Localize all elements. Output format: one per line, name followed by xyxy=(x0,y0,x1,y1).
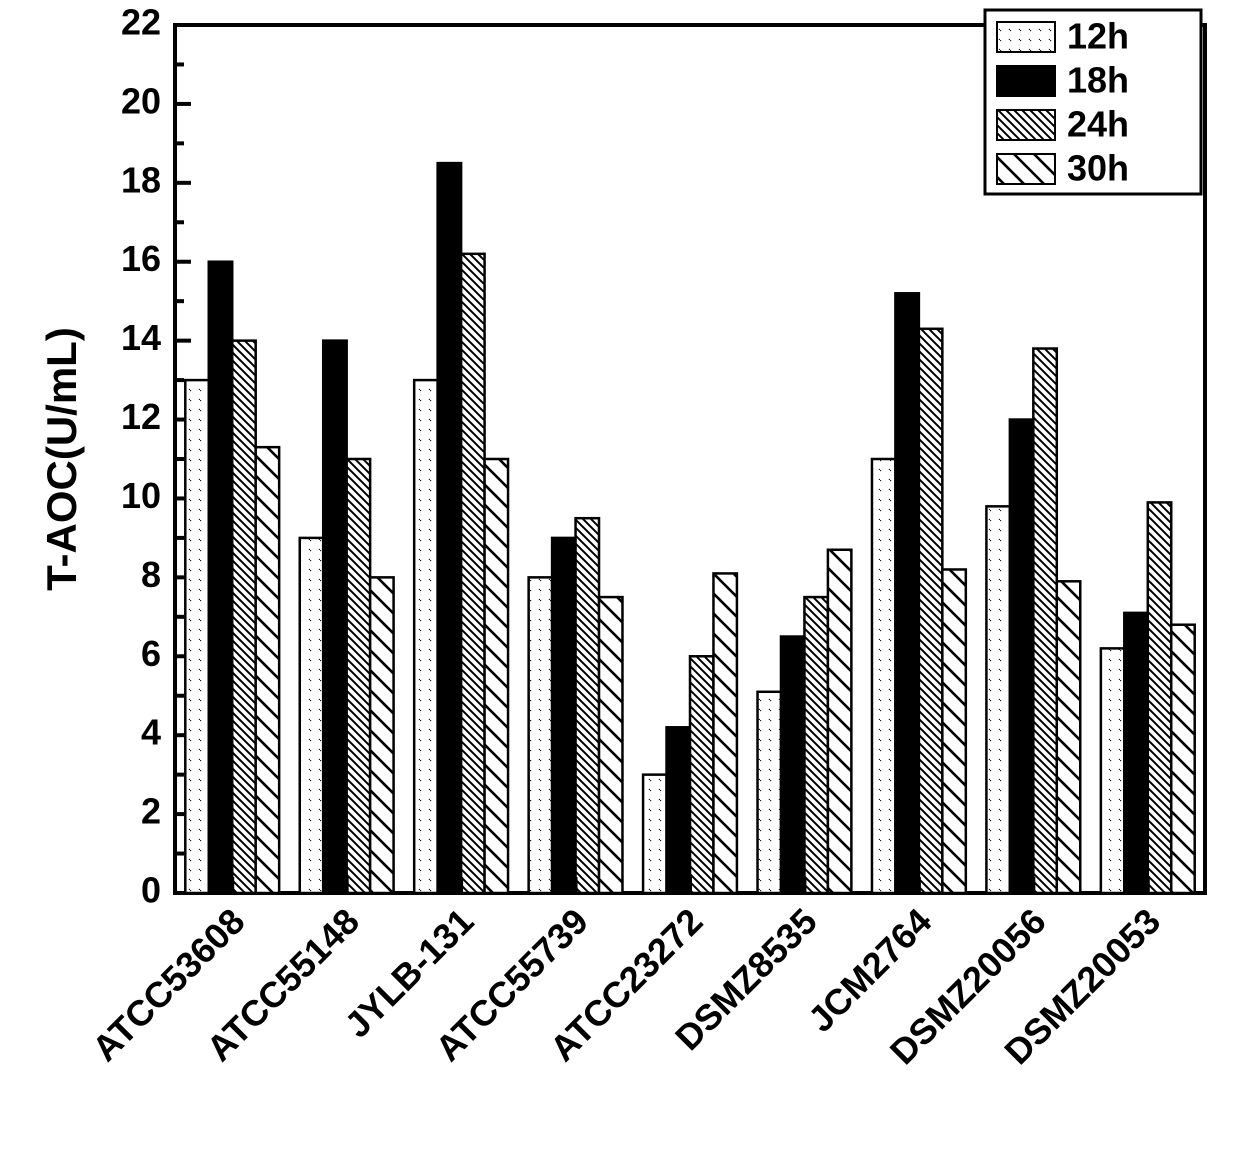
bar xyxy=(690,656,713,893)
legend-label: 24h xyxy=(1067,104,1129,145)
y-tick-label: 2 xyxy=(141,791,161,832)
y-tick-label: 6 xyxy=(141,633,161,674)
bar xyxy=(1101,648,1124,893)
y-tick-label: 14 xyxy=(121,317,161,358)
bar xyxy=(300,538,323,893)
bar xyxy=(438,163,461,893)
bar xyxy=(599,597,622,893)
taoc-bar-chart: 0246810121416182022T-AOC(U/mL)ATCC53608A… xyxy=(0,0,1239,1151)
bar xyxy=(552,538,575,893)
bar xyxy=(461,254,484,893)
y-axis-label: T-AOC(U/mL) xyxy=(38,327,85,591)
bar xyxy=(256,447,279,893)
bar xyxy=(895,293,918,893)
legend-swatch xyxy=(997,22,1055,52)
bar xyxy=(781,637,804,893)
y-tick-label: 10 xyxy=(121,475,161,516)
y-tick-label: 12 xyxy=(121,396,161,437)
bar xyxy=(828,550,851,893)
bar xyxy=(1171,625,1194,893)
chart-container: 0246810121416182022T-AOC(U/mL)ATCC53608A… xyxy=(0,0,1239,1151)
bar xyxy=(414,380,437,893)
legend-label: 12h xyxy=(1067,16,1129,57)
y-tick-label: 22 xyxy=(121,2,161,43)
bar xyxy=(323,341,346,893)
y-tick-label: 4 xyxy=(141,712,161,753)
legend-swatch xyxy=(997,154,1055,184)
bar xyxy=(1057,581,1080,893)
bar xyxy=(919,329,942,893)
bar xyxy=(370,577,393,893)
legend-label: 30h xyxy=(1067,148,1129,189)
bar xyxy=(232,341,255,893)
bar xyxy=(185,380,208,893)
bar xyxy=(1148,502,1171,893)
legend-swatch xyxy=(997,110,1055,140)
bar xyxy=(872,459,895,893)
y-tick-label: 16 xyxy=(121,238,161,279)
legend-swatch xyxy=(997,66,1055,96)
legend-label: 18h xyxy=(1067,60,1129,101)
bar xyxy=(1124,613,1147,893)
bar xyxy=(1010,420,1033,893)
bar xyxy=(643,775,666,893)
bar xyxy=(758,692,781,893)
bar xyxy=(942,569,965,893)
bar xyxy=(529,577,552,893)
y-tick-label: 20 xyxy=(121,80,161,121)
y-tick-label: 0 xyxy=(141,870,161,911)
bar xyxy=(804,597,827,893)
y-tick-label: 18 xyxy=(121,159,161,200)
bar xyxy=(667,727,690,893)
bar xyxy=(576,518,599,893)
bar xyxy=(347,459,370,893)
bar xyxy=(485,459,508,893)
bar xyxy=(209,262,232,893)
y-tick-label: 8 xyxy=(141,554,161,595)
bar xyxy=(986,506,1009,893)
bar xyxy=(713,573,736,893)
bar xyxy=(1033,349,1056,893)
